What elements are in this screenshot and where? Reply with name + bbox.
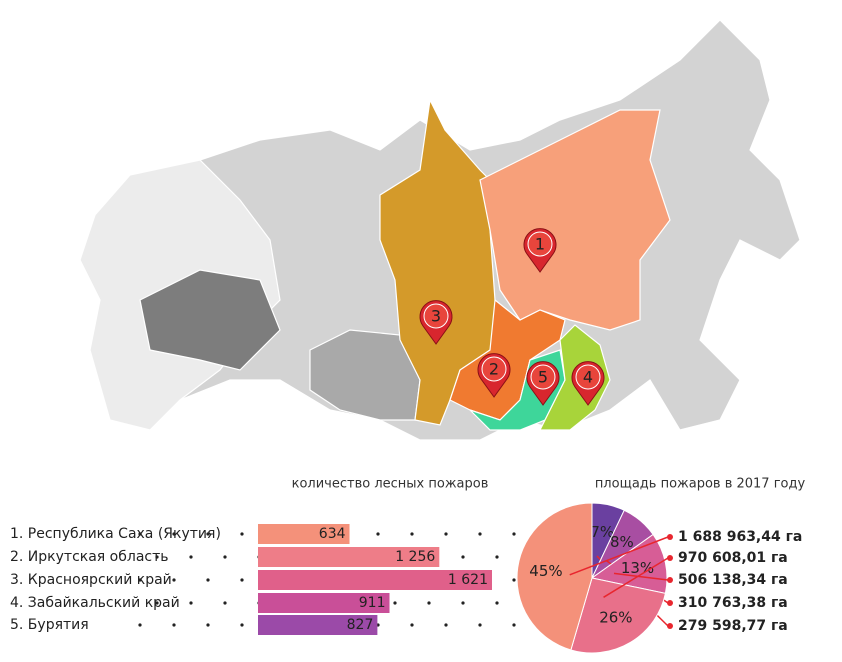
pin-label: 4 [583,368,593,387]
bar [258,524,350,544]
pin-label: 3 [431,307,441,326]
leader-line [569,536,669,576]
dot [223,555,227,559]
dot [240,532,244,536]
pin-head [527,231,553,257]
dot [138,532,142,536]
dot [189,601,193,605]
value-label: 911 [359,595,386,611]
bar [258,593,390,613]
dot [444,532,448,536]
area-label: 970 608,01 га [678,550,788,566]
dot [138,623,142,627]
volga-regions [139,269,281,371]
pie-percent: 45% [529,562,562,580]
pin-head [575,364,601,390]
dot [206,532,210,536]
pin-head [530,364,556,390]
pin-label: 1 [535,235,545,254]
area-label: 1 688 963,44 га [678,529,802,545]
dot [495,601,499,605]
bar [258,615,378,635]
area-label: 279 598,77 га [678,618,788,634]
dot [512,578,516,582]
dot [172,578,176,582]
dot [172,623,176,627]
pie-slice [516,502,593,651]
map [79,19,801,441]
dot [206,623,210,627]
pie-percent: 26% [599,608,632,626]
bar [258,547,440,567]
leader-dot [667,600,673,606]
category-label: 3. Красноярский край [10,572,172,588]
value-label: 827 [347,617,374,633]
sakha [479,109,671,331]
dot [495,555,499,559]
leader-line [613,572,669,581]
dot [206,578,210,582]
value-label: 1 256 [395,549,435,565]
dot [155,601,159,605]
leader-dot [667,555,673,561]
pin-head [481,356,507,382]
dot [155,555,159,559]
category-label: 2. Иркутская область [10,549,169,565]
leader-line [603,557,669,598]
dot [427,601,431,605]
dot [478,532,482,536]
dot [512,623,516,627]
leader-dot [667,577,673,583]
pie-percent: 8% [610,533,634,551]
category-label: 5. Бурятия [10,617,89,633]
leader-dot [667,534,673,540]
dot [444,623,448,627]
area-label: 310 763,38 га [678,595,788,611]
pie-slice [570,577,667,654]
dot [461,555,465,559]
pie-slice [590,533,668,594]
bar-title: количество лесных пожаров [292,477,489,492]
dot [512,532,516,536]
dot [393,601,397,605]
area-label: 506 138,34 га [678,572,788,588]
dot [240,578,244,582]
pie-percent: 7% [590,523,614,541]
dot [461,601,465,605]
value-label: 634 [319,526,346,542]
category-label: 4. Забайкальский край [10,595,180,611]
dot [189,555,193,559]
pin-head [423,303,449,329]
dot [410,623,414,627]
dot [223,601,227,605]
dot [410,532,414,536]
dot [172,532,176,536]
pie-title: площадь пожаров в 2017 году [595,477,806,492]
bar [258,570,492,590]
pin-label: 2 [489,360,499,379]
category-label: 1. Республика Саха (Якутия) [10,526,221,542]
dot [376,532,380,536]
dot [240,623,244,627]
pie-percent: 13% [621,559,654,577]
dot [138,578,142,582]
value-label: 1 621 [448,572,488,588]
dot [478,623,482,627]
leader-dot [667,623,673,629]
pin-label: 5 [538,368,548,387]
